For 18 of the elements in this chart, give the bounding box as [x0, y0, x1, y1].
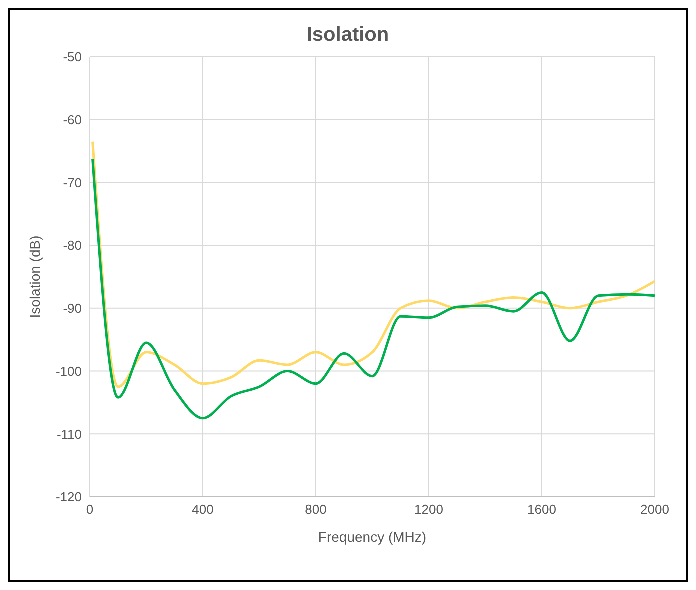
y-tick-label: -120 [56, 490, 82, 505]
y-tick-label: -70 [63, 175, 82, 190]
x-tick-label: 400 [192, 502, 214, 518]
line-series [92, 158, 655, 420]
x-tick-label: 800 [305, 502, 327, 518]
y-tick-label: -50 [63, 50, 82, 65]
x-tick-label: 1600 [528, 502, 556, 518]
x-tick-label: 0 [86, 502, 94, 518]
x-tick-label: 1200 [414, 502, 444, 518]
x-tick-label: 2000 [640, 502, 670, 518]
x-axis-title: Frequency (MHz) [318, 529, 427, 545]
y-axis-title: Isolation (dB) [26, 236, 43, 318]
y-tick-label: -110 [56, 426, 82, 442]
y-tick-label: -60 [63, 112, 82, 128]
chart-title: Isolation [306, 24, 390, 47]
y-tick-label: -90 [63, 301, 82, 316]
y-tick-label: -100 [56, 364, 82, 379]
y-tick-label: -80 [63, 238, 82, 254]
